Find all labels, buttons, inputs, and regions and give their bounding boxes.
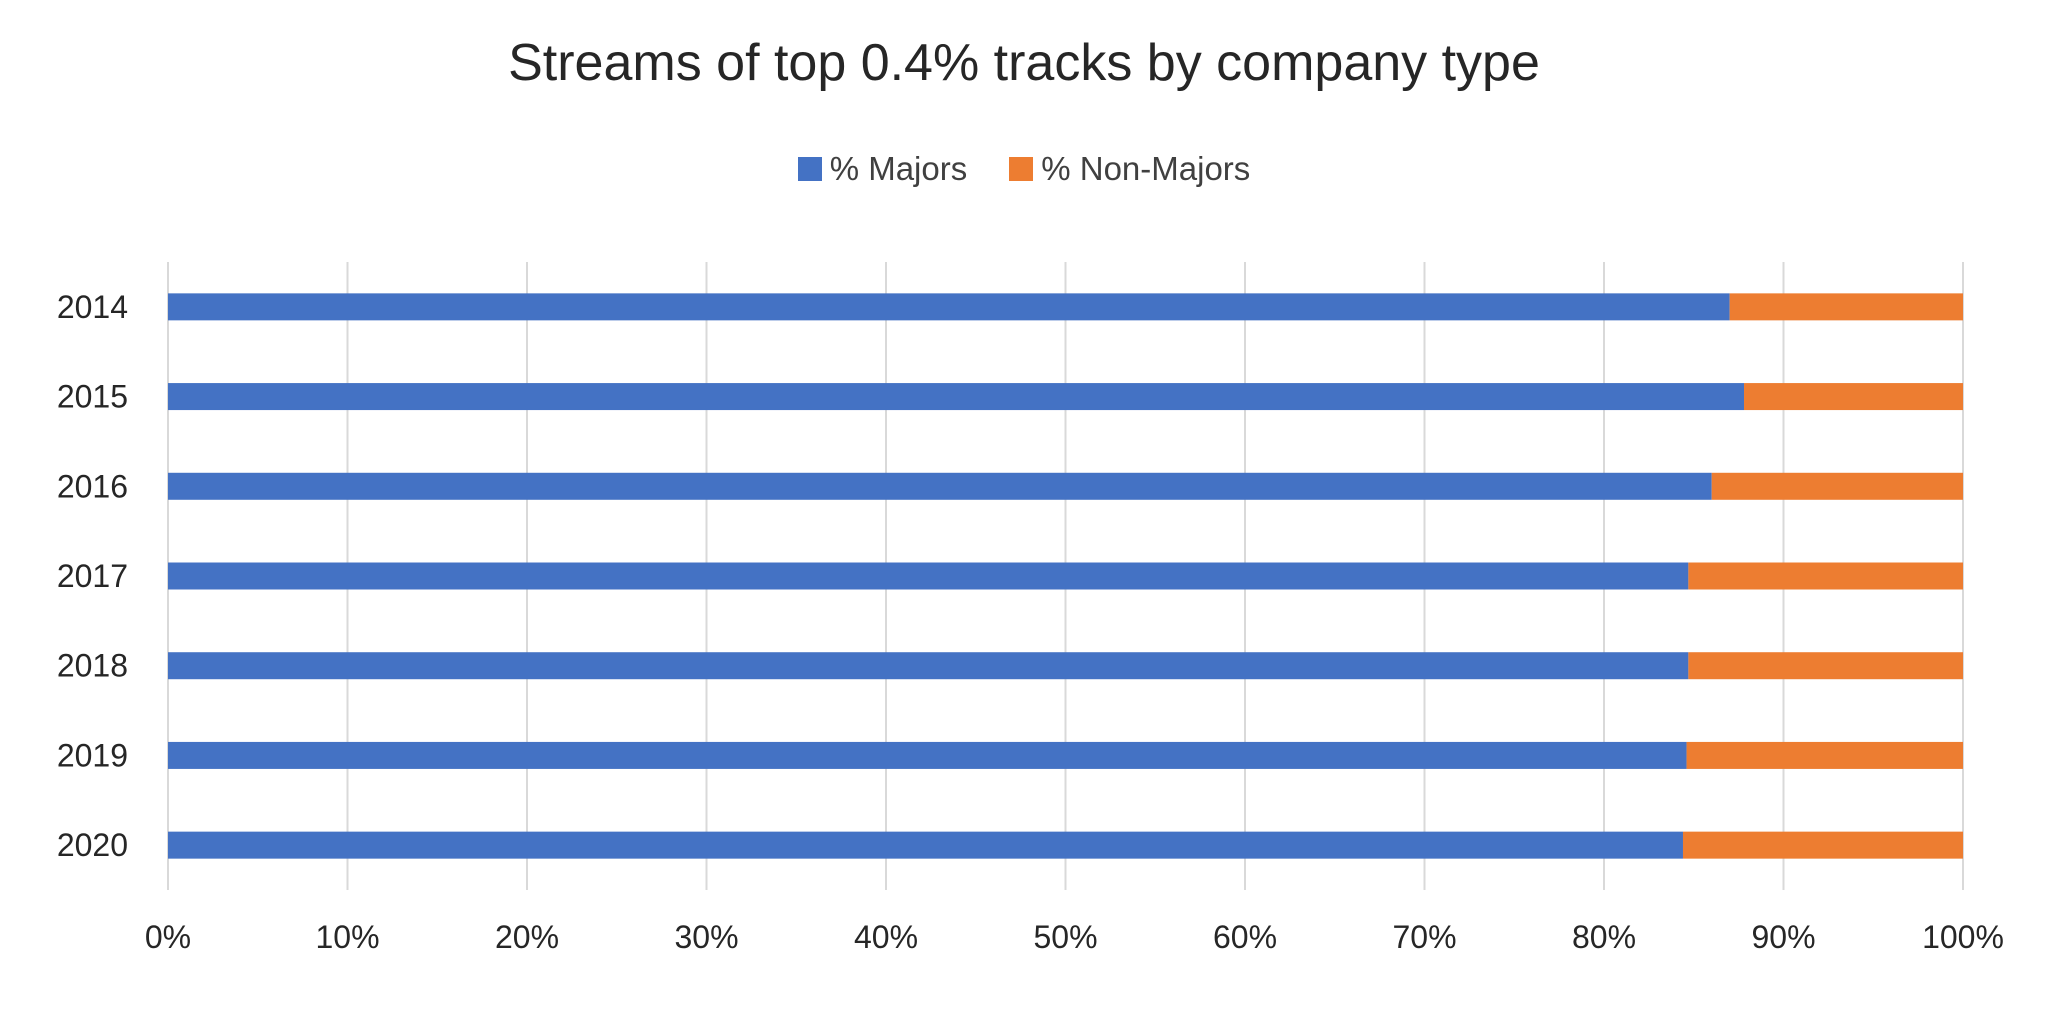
y-tick-label: 2019	[57, 737, 128, 773]
y-tick-label: 2020	[57, 827, 128, 863]
bar-majors	[168, 652, 1689, 680]
x-tick-label: 0%	[145, 919, 191, 955]
legend-swatch-majors	[797, 157, 822, 181]
x-tick-label: 60%	[1213, 919, 1277, 955]
y-tick-label: 2015	[57, 379, 128, 415]
bar-non-majors	[1711, 472, 1963, 500]
bar-non-majors	[1688, 562, 1963, 590]
bar-non-majors	[1688, 652, 1963, 680]
bar-majors	[168, 562, 1689, 590]
legend: % Majors % Non-Majors	[0, 150, 2048, 188]
y-tick-label: 2014	[57, 289, 128, 325]
bar-non-majors	[1686, 741, 1963, 769]
x-tick-label: 80%	[1572, 919, 1636, 955]
bar-non-majors	[1682, 831, 1963, 859]
x-tick-label: 20%	[495, 919, 559, 955]
x-tick-label: 70%	[1392, 919, 1456, 955]
bar-majors	[168, 383, 1745, 411]
bar-non-majors	[1744, 383, 1963, 411]
legend-item-non-majors: % Non-Majors	[1009, 150, 1250, 188]
legend-label-non-majors: % Non-Majors	[1041, 150, 1251, 187]
bar-majors	[168, 472, 1712, 500]
x-tick-label: 30%	[674, 919, 738, 955]
y-tick-label: 2018	[57, 648, 128, 684]
y-tick-label: 2017	[57, 558, 128, 594]
legend-item-majors: % Majors	[797, 150, 968, 188]
x-tick-label: 40%	[854, 919, 918, 955]
x-tick-label: 50%	[1033, 919, 1097, 955]
chart-title: Streams of top 0.4% tracks by company ty…	[508, 34, 1540, 92]
y-tick-label: 2016	[57, 468, 128, 504]
x-tick-label: 100%	[1922, 919, 2004, 955]
bar-majors	[168, 741, 1687, 769]
x-tick-label: 90%	[1751, 919, 1815, 955]
bar-majors	[168, 293, 1730, 321]
x-tick-label: 10%	[315, 919, 379, 955]
legend-swatch-non-majors	[1009, 157, 1034, 181]
bar-non-majors	[1729, 293, 1963, 321]
legend-label-majors: % Majors	[829, 150, 968, 187]
bar-majors	[168, 831, 1683, 859]
